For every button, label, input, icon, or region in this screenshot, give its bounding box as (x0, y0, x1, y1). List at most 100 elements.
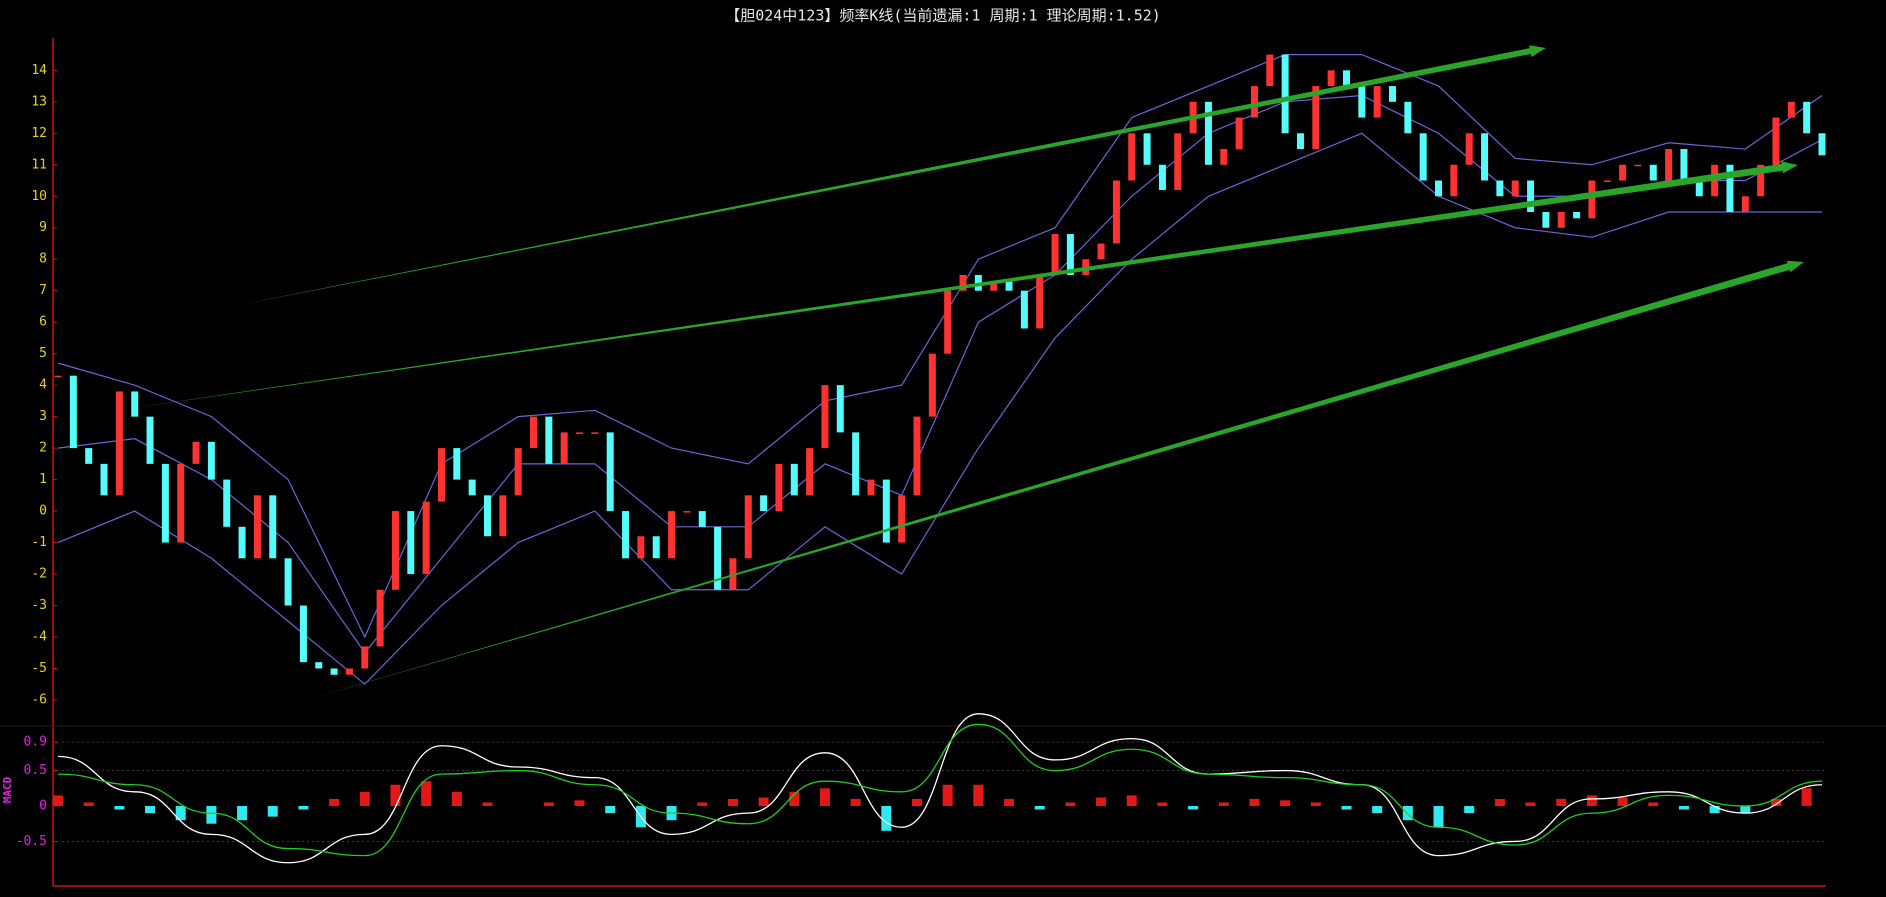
candle (437, 448, 445, 502)
macd-bar (1341, 806, 1352, 810)
candle (1695, 180, 1703, 197)
y-tick-label: 5 (39, 346, 47, 361)
candle (744, 495, 752, 559)
candle (115, 391, 123, 496)
candle (1266, 54, 1274, 87)
macd-bar (727, 798, 738, 806)
candle (85, 448, 93, 464)
candle (253, 495, 261, 559)
candle (591, 432, 599, 434)
candle (1511, 180, 1519, 197)
macd-bar (145, 806, 156, 814)
y-tick-label: 0 (39, 799, 47, 814)
candle (284, 558, 292, 606)
candle (330, 668, 338, 675)
candle (1373, 86, 1381, 118)
macd-bar (1801, 788, 1812, 806)
candle (652, 536, 660, 559)
macd-bar (1678, 806, 1689, 810)
candle (1527, 180, 1535, 212)
candle (1204, 101, 1212, 165)
macd-bar (1310, 802, 1321, 806)
candle (161, 463, 169, 543)
y-tick-label: 0.9 (24, 735, 47, 750)
candle (1235, 117, 1243, 150)
y-tick-label: -2 (31, 567, 47, 582)
candle (944, 290, 952, 354)
macd-bar (1188, 806, 1199, 810)
candle (1419, 133, 1427, 181)
candle (1619, 164, 1627, 181)
candle (1358, 86, 1366, 118)
candle (269, 495, 277, 559)
candle (146, 416, 154, 464)
candle (882, 479, 890, 543)
candle (1143, 133, 1151, 165)
candle (391, 511, 399, 590)
candle (545, 416, 553, 464)
macd-bar (1034, 806, 1045, 810)
macd-bar (1218, 802, 1229, 806)
macd-bar (850, 798, 861, 806)
macd-bar (175, 806, 186, 821)
candle (1250, 86, 1258, 118)
candle (1020, 290, 1028, 329)
candle (698, 511, 706, 527)
macd-bar (390, 784, 401, 806)
macd-line (57, 713, 1823, 864)
candle (192, 441, 200, 464)
y-tick-label: 6 (39, 315, 47, 330)
macd-bar (881, 806, 892, 831)
candle (177, 463, 185, 543)
macd-bar (1525, 802, 1536, 806)
macd-bar (1280, 800, 1291, 806)
candle (238, 526, 246, 559)
y-tick-label: 10 (31, 189, 47, 204)
y-tick-label: 7 (39, 283, 47, 298)
macd-bar (1464, 806, 1475, 814)
chart-title: 【胆024中123】频率K线(当前遗漏:1 周期:1 理论周期:1.52) (725, 7, 1161, 25)
y-tick-label: -5 (31, 661, 47, 676)
macd-bar (298, 806, 309, 810)
candle (1557, 212, 1565, 228)
macd-bar (1494, 798, 1505, 806)
candle (867, 479, 875, 496)
candle (1634, 164, 1642, 167)
candle (345, 668, 353, 675)
y-tick-label: -3 (31, 598, 47, 613)
candle (760, 495, 768, 512)
y-tick-label: 0 (39, 504, 47, 519)
candle (990, 281, 998, 291)
y-tick-label: 4 (39, 378, 47, 393)
macd-bar (1770, 798, 1781, 806)
candle (1005, 281, 1013, 291)
candle (69, 375, 77, 449)
candle (1342, 70, 1350, 87)
y-tick-label: -6 (31, 692, 47, 707)
candle (1051, 234, 1059, 275)
macd-bar (789, 791, 800, 806)
y-tick-label: 14 (31, 63, 47, 78)
candle (1726, 164, 1734, 212)
candle (1435, 180, 1443, 197)
macd-bar (543, 802, 554, 806)
y-tick-label: 13 (31, 94, 47, 109)
candle (806, 448, 814, 496)
candle (514, 448, 522, 496)
candle (315, 662, 323, 669)
macd-bar (451, 791, 462, 806)
macd-bar (1617, 797, 1628, 806)
candle (1787, 101, 1795, 118)
macd-bar (1648, 802, 1659, 806)
macd-bar (605, 806, 616, 814)
candle (131, 391, 139, 417)
band-line (57, 53, 1823, 639)
candle (1281, 54, 1289, 134)
macd-bar (267, 806, 278, 817)
candle (790, 463, 798, 496)
candle (100, 463, 108, 496)
macd-bar (1402, 806, 1413, 821)
candle (913, 416, 921, 496)
macd-bar (1065, 802, 1076, 806)
